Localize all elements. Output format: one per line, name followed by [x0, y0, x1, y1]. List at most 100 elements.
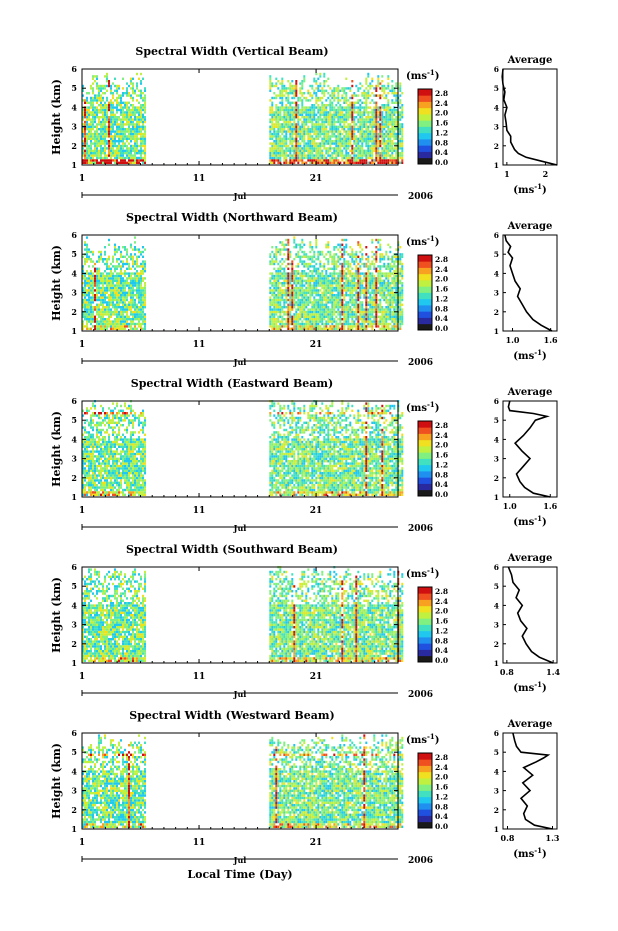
- heatmap-cell: [343, 320, 346, 323]
- heatmap-cell: [100, 318, 102, 321]
- heatmap-cell: [303, 144, 306, 148]
- heatmap-cell: [112, 327, 114, 330]
- heatmap-cell: [343, 87, 346, 90]
- heatmap-cell: [118, 87, 120, 90]
- heatmap-cell: [126, 82, 128, 85]
- heatmap-cell: [309, 279, 312, 282]
- heatmap-cell: [309, 135, 312, 138]
- heatmap-cell: [303, 303, 306, 306]
- heatmap-cell: [315, 87, 318, 90]
- heatmap-cell: [337, 152, 340, 155]
- heatmap-cell: [273, 282, 276, 285]
- heatmap-cell: [275, 132, 278, 136]
- heatmap-cell: [355, 137, 358, 140]
- heatmap-cell: [100, 325, 102, 328]
- heatmap-cell: [144, 322, 146, 326]
- heatmap-cell: [273, 260, 276, 263]
- heatmap-cell: [309, 313, 312, 316]
- heatmap-cell: [92, 152, 94, 155]
- heatmap-cell: [293, 258, 296, 261]
- heatmap-cell: [305, 111, 308, 114]
- heatmap-cell: [367, 72, 370, 76]
- heatmap-cell: [337, 284, 340, 287]
- heatmap-cell: [104, 313, 106, 316]
- heatmap-cell: [281, 108, 284, 112]
- heatmap-cell: [130, 296, 132, 299]
- heatmap-cell: [325, 89, 328, 92]
- heatmap-cell: [297, 108, 300, 112]
- heatmap-cell: [333, 310, 336, 314]
- heatmap-cell: [88, 101, 90, 104]
- heatmap-cell: [323, 255, 326, 258]
- heatmap-cell: [375, 137, 378, 140]
- heatmap-cell: [341, 108, 344, 112]
- heatmap-cell: [355, 260, 358, 263]
- heatmap-cell: [365, 144, 368, 148]
- heatmap-cell: [345, 294, 348, 297]
- heatmap-cell: [357, 243, 360, 246]
- heatmap-cell: [118, 135, 120, 138]
- heatmap-cell: [331, 89, 334, 92]
- heatmap-cell: [285, 289, 288, 292]
- heatmap-cell: [329, 125, 332, 128]
- heatmap-cell: [269, 303, 272, 306]
- heatmap-cell: [102, 313, 104, 316]
- heatmap-cell: [327, 289, 330, 292]
- heatmap-cell: [88, 272, 90, 275]
- heatmap-cell: [341, 301, 344, 304]
- heatmap-cell: [138, 322, 140, 326]
- heatmap-cell: [391, 149, 394, 152]
- heatmap-cell: [283, 144, 286, 148]
- heatmap-cell: [321, 320, 324, 323]
- heatmap-cell: [269, 310, 272, 314]
- heatmap-cell: [122, 301, 124, 304]
- heatmap-cell: [351, 322, 354, 326]
- heatmap-cell: [90, 159, 92, 162]
- heatmap-cell: [90, 154, 92, 157]
- heatmap-cell: [110, 320, 112, 323]
- heatmap-cell: [343, 238, 346, 242]
- heatmap-cell: [110, 108, 112, 112]
- heatmap-cell: [82, 265, 84, 268]
- heatmap-cell: [365, 315, 368, 318]
- heatmap-cell: [301, 277, 304, 280]
- heatmap-cell: [349, 149, 352, 152]
- heatmap-cell: [277, 279, 280, 282]
- heatmap-cell: [92, 89, 94, 92]
- heatmap-cell: [361, 149, 364, 152]
- heatmap-cell: [144, 94, 146, 97]
- heatmap-cell: [126, 94, 128, 97]
- heatmap-cell: [132, 265, 134, 268]
- heatmap-cell: [373, 116, 376, 119]
- heatmap-cell: [323, 94, 326, 97]
- heatmap-cell: [361, 318, 364, 321]
- heatmap-cell: [315, 80, 318, 83]
- heatmap-cell: [313, 132, 316, 136]
- heatmap-cell: [345, 246, 348, 249]
- heatmap-cell: [349, 140, 352, 143]
- heatmap-cell: [88, 250, 90, 254]
- heatmap-cell: [283, 310, 286, 314]
- heatmap-cell: [355, 306, 358, 309]
- heatmap-cell: [130, 87, 132, 90]
- heatmap-cell: [331, 154, 334, 157]
- heatmap-cell: [138, 161, 140, 164]
- heatmap-cell: [349, 159, 352, 162]
- heatmap-cell: [295, 147, 298, 150]
- heatmap-cell: [367, 255, 370, 258]
- heatmap-cell: [90, 320, 92, 323]
- heatmap-cell: [104, 135, 106, 138]
- heatmap-cell: [144, 118, 146, 121]
- heatmap-cell: [128, 318, 130, 321]
- heatmap-cell: [333, 325, 336, 328]
- heatmap-cell: [281, 291, 284, 294]
- heatmap-cell: [329, 282, 332, 285]
- heatmap-cell: [349, 116, 352, 119]
- heatmap-cell: [303, 279, 306, 282]
- heatmap-cell: [367, 128, 370, 131]
- heatmap-cell: [303, 152, 306, 155]
- heatmap-cell: [108, 116, 110, 119]
- heatmap-cell: [271, 108, 274, 112]
- heatmap-cell: [116, 128, 118, 131]
- heatmap-cell: [323, 137, 326, 140]
